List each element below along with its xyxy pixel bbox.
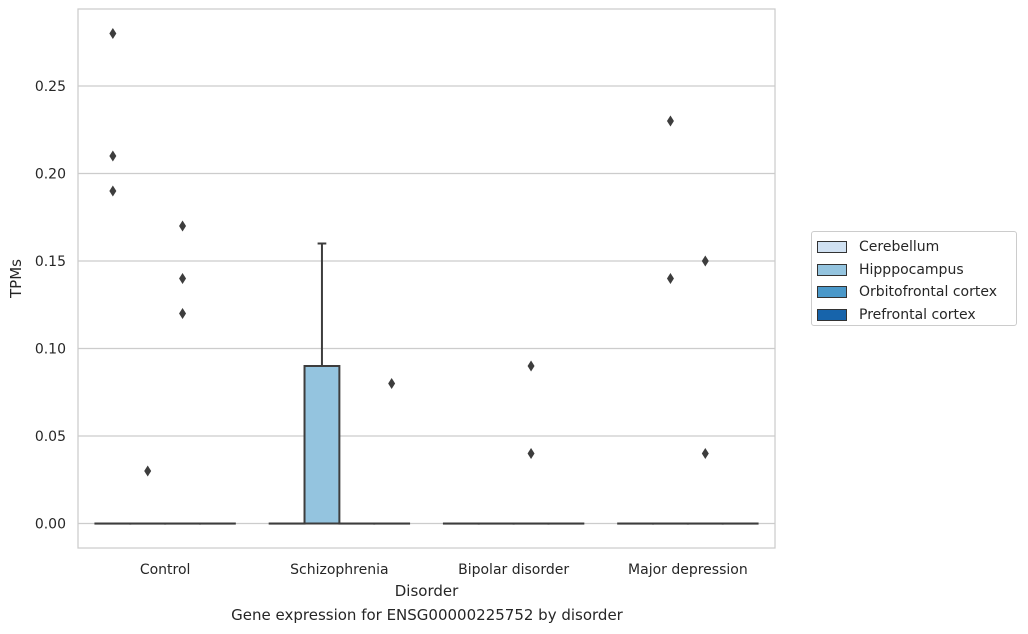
plot-area-frame (77, 8, 776, 549)
chart-caption: Gene expression for ENSG00000225752 by d… (231, 606, 623, 624)
legend-item-orbitofrontal-cortex: Orbitofrontal cortex (817, 281, 1016, 304)
outlier-point (109, 150, 117, 162)
y-tick-labels: 0.00 0.05 0.10 0.15 0.20 0.25 (35, 79, 66, 533)
outlier-point (701, 255, 709, 267)
legend-label: Cerebellum (859, 239, 940, 256)
outlier-point (527, 448, 535, 459)
legend-swatch-prefrontal-cortex (817, 308, 847, 321)
y-axis-title: TPMs (7, 259, 25, 299)
outlier-point (109, 185, 117, 197)
x-tick-label: Bipolar disorder (458, 562, 569, 578)
y-tick-label: 0.10 (35, 342, 66, 358)
y-tick-label: 0.00 (35, 517, 66, 533)
box-body (303, 365, 341, 525)
legend-swatch-orbitofrontal-cortex (817, 286, 847, 299)
gridlines (78, 85, 775, 525)
y-tick-label: 0.05 (35, 429, 66, 445)
y-tick-label: 0.20 (35, 167, 66, 183)
legend-swatch-cerebellum (817, 241, 847, 254)
legend-item-prefrontal-cortex: Prefrontal cortex (817, 304, 1016, 327)
legend-item-hippocampus: Hipppocampus (817, 259, 1016, 282)
outlier-point (109, 28, 117, 39)
outlier-point (666, 273, 674, 284)
legend-label: Orbitofrontal cortex (859, 284, 997, 301)
boxes (94, 242, 759, 525)
legend-label: Prefrontal cortex (859, 306, 976, 323)
x-tick-label: Major depression (628, 562, 748, 578)
legend: Cerebellum Hipppocampus Orbitofrontal co… (811, 231, 1017, 326)
outlier-point (701, 448, 709, 459)
x-tick-label: Control (140, 562, 191, 578)
x-tick-labels: Control Schizophrenia Bipolar disorder Majo… (140, 562, 748, 578)
outlier-point (666, 115, 674, 127)
outlier-point (144, 465, 152, 477)
outlier-point (179, 308, 187, 319)
box-hipppocampus (303, 242, 341, 525)
outlier-point (179, 273, 187, 284)
outlier-point (179, 220, 187, 232)
legend-label: Hipppocampus (859, 261, 964, 278)
legend-item-cerebellum: Cerebellum (817, 236, 1016, 259)
outlier-point (527, 360, 535, 372)
y-tick-label: 0.15 (35, 254, 66, 270)
x-axis-title: Disorder (395, 582, 459, 600)
legend-swatch-hippocampus (817, 263, 847, 276)
y-tick-label: 0.25 (35, 79, 66, 95)
x-tick-label: Schizophrenia (290, 562, 388, 578)
outliers (109, 28, 709, 477)
outlier-point (388, 378, 396, 389)
